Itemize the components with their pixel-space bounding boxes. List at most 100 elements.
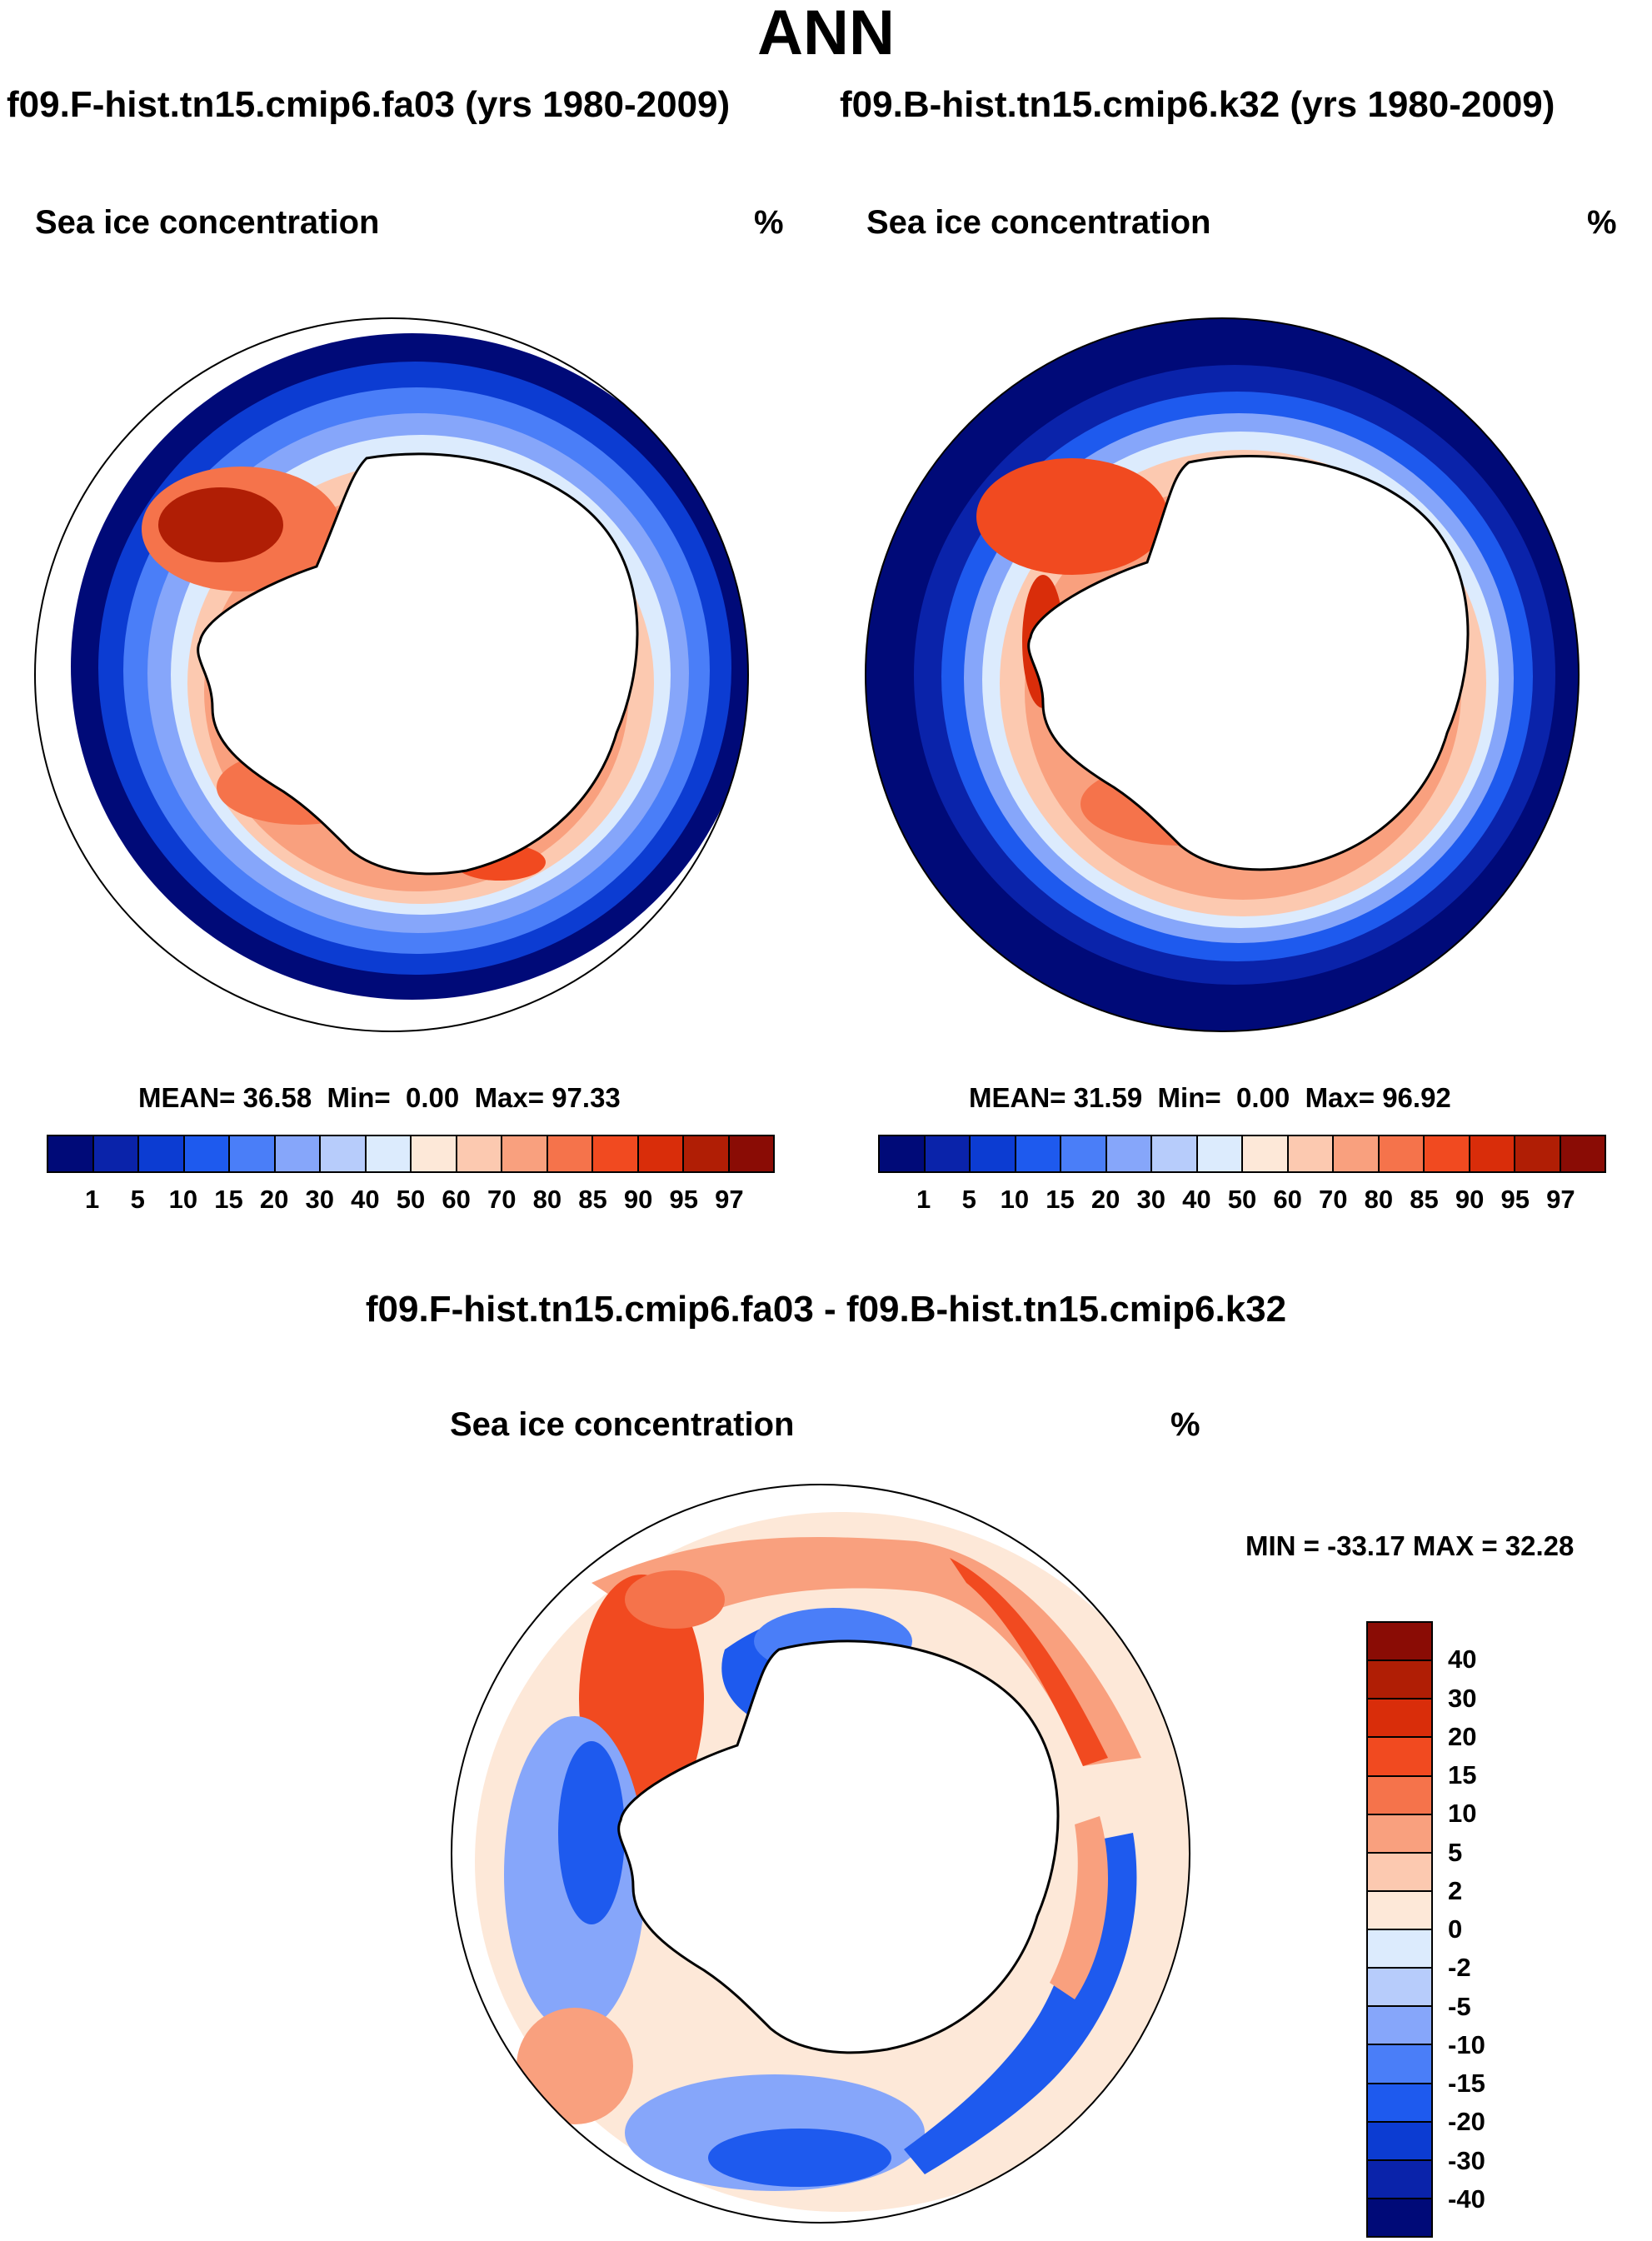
colorbar-tick-label: 20 (259, 1185, 289, 1214)
colorbar-tick-label: 95 (669, 1185, 698, 1214)
diff-colorbar-swatch (1368, 1814, 1431, 1854)
colorbar-tick-label: 50 (1227, 1185, 1257, 1214)
right-max-label: Max= (1305, 1082, 1375, 1113)
colorbar-tick-label: 80 (532, 1185, 562, 1214)
diff-colorbar-ticks: 40 30 20 15 10 5 2 0 -2 -5 -10 -15 -20 -30 -40 (1448, 1621, 1548, 2238)
diff-colorbar-swatch (1368, 2084, 1431, 2123)
colorbar-swatch (321, 1136, 367, 1171)
colorbar-swatch (1425, 1136, 1470, 1171)
diff-colorbar-tick-label: -10 (1448, 2029, 1485, 2059)
diff-colorbar-swatch (1368, 1699, 1431, 1739)
diff-colorbar-tick-label: 5 (1448, 1837, 1463, 1867)
colorbar-swatch (412, 1136, 457, 1171)
left-polar-map (34, 317, 749, 1032)
colorbar-swatch (1379, 1136, 1425, 1171)
diff-colorbar-swatch (1368, 1661, 1431, 1700)
colorbar-tick-label: 15 (1046, 1185, 1075, 1214)
colorbar-swatch (1560, 1136, 1605, 1171)
diff-colorbar-swatch (1368, 2160, 1431, 2199)
left-max-value: 97.33 (551, 1082, 621, 1113)
colorbar-tick-label: 30 (1136, 1185, 1165, 1214)
colorbar-swatch (502, 1136, 548, 1171)
diff-colorbar-swatch (1368, 1969, 1431, 2008)
diff-colorbar-swatch (1368, 1891, 1431, 1930)
colorbar-swatch (1197, 1136, 1243, 1171)
left-colorbar (47, 1135, 775, 1173)
diff-colorbar-tick-label: 10 (1448, 1799, 1477, 1829)
diff-colorbar-swatch (1368, 2122, 1431, 2161)
colorbar-tick-label: 80 (1364, 1185, 1394, 1214)
colorbar-swatch (593, 1136, 639, 1171)
colorbar-tick-label: 97 (715, 1185, 744, 1214)
right-min-value: 0.00 (1235, 1082, 1290, 1113)
right-mean-label: MEAN= (969, 1082, 1066, 1113)
case2-title: f09.B-hist.tn15.cmip6.k32 (yrs 1980-2009… (840, 84, 1555, 125)
colorbar-swatch (1106, 1136, 1152, 1171)
diff-colorbar (1366, 1621, 1433, 2238)
diff-colorbar-tick-label: -20 (1448, 2107, 1485, 2137)
diff-colorbar-tick-label: 2 (1448, 1875, 1463, 1905)
diff-colorbar-swatch (1368, 1930, 1431, 1969)
colorbar-tick-label: 40 (351, 1185, 380, 1214)
colorbar-tick-label: 85 (578, 1185, 607, 1214)
colorbar-tick-label: 90 (1455, 1185, 1485, 1214)
diff-colorbar-tick-label: 40 (1448, 1645, 1477, 1675)
left-colorbar-ticks: 1 5 10 15 20 30 40 50 60 70 80 85 90 95 97 (47, 1185, 775, 1218)
right-mean-value: 31.59 (1073, 1082, 1143, 1113)
diff-colorbar-swatch (1368, 2199, 1431, 2236)
diff-colorbar-swatch (1368, 2045, 1431, 2084)
colorbar-tick-label: 10 (168, 1185, 198, 1214)
right-colorbar-ticks: 1 5 10 15 20 30 40 50 60 70 80 85 90 95 97 (878, 1185, 1606, 1218)
diff-colorbar-tick-label: 15 (1448, 1760, 1477, 1789)
colorbar-tick-label: 60 (1273, 1185, 1302, 1214)
right-colorbar (878, 1135, 1606, 1173)
right-max-value: 96.92 (1382, 1082, 1451, 1113)
left-mean-value: 36.58 (242, 1082, 312, 1113)
colorbar-swatch (1061, 1136, 1107, 1171)
diff-colorbar-swatch (1368, 1738, 1431, 1777)
colorbar-tick-label: 60 (442, 1185, 471, 1214)
colorbar-tick-label: 1 (85, 1185, 100, 1214)
colorbar-swatch (1016, 1136, 1061, 1171)
colorbar-swatch (1152, 1136, 1198, 1171)
colorbar-swatch (925, 1136, 971, 1171)
colorbar-swatch (366, 1136, 412, 1171)
colorbar-swatch (48, 1136, 94, 1171)
diff-colorbar-tick-label: -40 (1448, 2184, 1485, 2214)
colorbar-tick-label: 70 (1319, 1185, 1348, 1214)
diff-units-label: % (1170, 1406, 1200, 1443)
colorbar-tick-label: 5 (130, 1185, 145, 1214)
colorbar-tick-label: 97 (1546, 1185, 1575, 1214)
colorbar-swatch (729, 1136, 773, 1171)
right-units-label: % (1587, 204, 1617, 241)
colorbar-swatch (93, 1136, 139, 1171)
diff-colorbar-swatch (1368, 1853, 1431, 1892)
colorbar-tick-label: 1 (916, 1185, 931, 1214)
left-min-value: 0.00 (405, 1082, 460, 1113)
left-max-label: Max= (474, 1082, 545, 1113)
left-min-label: Min= (327, 1082, 391, 1113)
diff-colorbar-swatch (1368, 1776, 1431, 1815)
diff-colorbar-tick-label: -2 (1448, 1953, 1471, 1983)
colorbar-tick-label: 15 (214, 1185, 243, 1214)
colorbar-swatch (971, 1136, 1016, 1171)
colorbar-swatch (275, 1136, 321, 1171)
diff-colorbar-tick-label: 0 (1448, 1914, 1463, 1944)
colorbar-tick-label: 40 (1182, 1185, 1211, 1214)
diff-colorbar-swatch (1368, 2007, 1431, 2046)
colorbar-swatch (684, 1136, 730, 1171)
colorbar-tick-label: 50 (396, 1185, 426, 1214)
colorbar-swatch (1288, 1136, 1334, 1171)
left-units-label: % (754, 204, 784, 241)
right-min-label: Min= (1157, 1082, 1221, 1113)
colorbar-tick-label: 20 (1091, 1185, 1120, 1214)
colorbar-tick-label: 30 (305, 1185, 334, 1214)
colorbar-tick-label: 10 (1000, 1185, 1030, 1214)
right-polar-map (865, 317, 1580, 1032)
colorbar-swatch (457, 1136, 502, 1171)
case1-title: f09.F-hist.tn15.cmip6.fa03 (yrs 1980-200… (7, 84, 731, 125)
left-mean-label: MEAN= (138, 1082, 236, 1113)
colorbar-tick-label: 85 (1410, 1185, 1439, 1214)
main-title: ANN (757, 0, 895, 68)
colorbar-swatch (139, 1136, 185, 1171)
